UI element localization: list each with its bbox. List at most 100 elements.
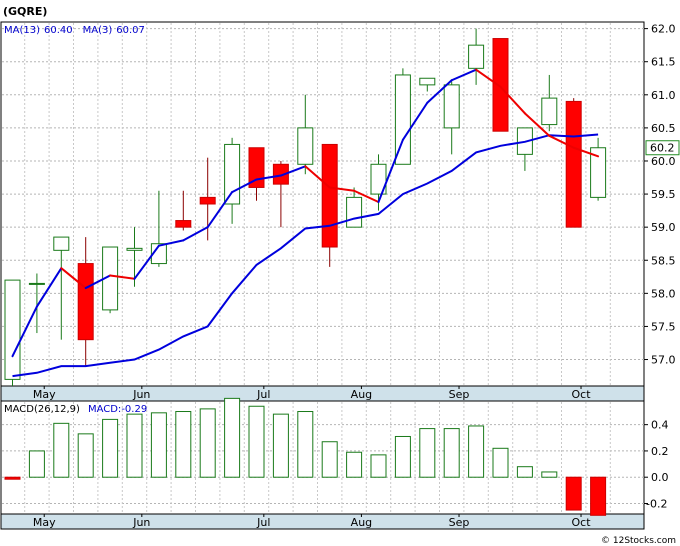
price-y-tick-label: 57.5 [651, 320, 676, 333]
candle-body [297, 127, 314, 165]
macd-bar [297, 411, 314, 478]
price-x-tick-label: Jun [132, 388, 150, 401]
macd-y-tick-label: -0.2 [646, 497, 667, 510]
candle-body [150, 243, 167, 265]
candle [565, 98, 582, 228]
last-price-label: 60.2 [650, 142, 675, 155]
price-x-axis: May Jun Jul Aug Sep Oct [33, 386, 591, 401]
macd-bar [541, 471, 558, 478]
macd-bar [102, 418, 119, 478]
candle [492, 38, 509, 132]
price-y-tick-label: 58.5 [651, 254, 676, 267]
macd-bar [443, 428, 460, 478]
price-y-axis: 57.0 57.5 58.0 58.5 59.0 59.5 60.0 60.5 61.0 61.5… [644, 23, 676, 367]
macd-x-axis: May Jun Jul Aug Sep Oct [33, 514, 591, 529]
price-x-tick-label: Oct [572, 388, 592, 401]
candle [321, 143, 338, 267]
ma3-segment [157, 239, 185, 247]
macd-bar [272, 413, 289, 478]
candle-body [468, 44, 485, 69]
macd-bar [126, 413, 143, 478]
price-y-tick-label: 61.5 [651, 56, 676, 69]
ma3-segment [572, 146, 600, 158]
ma3-segment [60, 267, 87, 290]
ma3-segment [109, 274, 136, 280]
candle-body [4, 279, 21, 380]
candle [272, 160, 289, 228]
candle-body [443, 84, 460, 129]
macd-bar [321, 441, 338, 478]
macd-label: MACD: [88, 404, 121, 415]
candle [102, 246, 119, 314]
ma3-segment [35, 267, 63, 308]
ma3-segment [353, 189, 380, 204]
candle-body [565, 100, 582, 228]
macd-bar [28, 450, 45, 478]
macd-bar [53, 422, 70, 478]
ma13-value: 60.40 [44, 25, 73, 36]
ma3-value: 60.07 [116, 25, 145, 36]
ma13-label: MA(13) [4, 25, 40, 36]
macd-bar [370, 454, 387, 478]
candle-body [28, 282, 45, 285]
watermark: © 12Stocks.com [601, 536, 676, 546]
candle-body [77, 263, 94, 341]
macd-bar [468, 425, 485, 478]
candle [468, 28, 485, 85]
ma3-segment [499, 85, 526, 115]
macd-y-axis: 0.4 0.2 0.0 -0.2 [644, 419, 669, 510]
macd-bar [516, 466, 533, 478]
candle [419, 77, 436, 92]
ma3-segment [450, 68, 478, 82]
macd-x-tick-label: Oct [572, 516, 592, 529]
macd-x-tick-label: Sep [449, 516, 470, 529]
macd-bar [248, 405, 265, 478]
candle-body [248, 147, 265, 188]
price-x-tick-label: Aug [351, 388, 372, 401]
candle [126, 227, 143, 287]
macd-x-tick-label: Jun [132, 516, 150, 529]
candle-body [53, 236, 70, 251]
candle [175, 190, 192, 231]
price-x-tick-label: May [33, 388, 56, 401]
macd-date-axis [0, 513, 645, 530]
candle [248, 147, 265, 201]
macd-bar [394, 435, 411, 478]
ma3-segment [182, 226, 209, 242]
candle-body [394, 74, 411, 165]
ma3-segment [523, 112, 551, 137]
moving-average-lines [11, 68, 600, 378]
macd-x-tick-label: Jul [256, 516, 270, 529]
candle [297, 94, 314, 175]
candle-body [175, 220, 192, 228]
price-y-tick-label: 59.0 [651, 221, 676, 234]
candle-body [419, 77, 436, 86]
price-legend: MA(13) 60.40 MA(3) 60.07 [4, 25, 145, 36]
candle [541, 74, 558, 132]
candle [4, 279, 21, 386]
ma3-segment [401, 101, 429, 141]
candle [77, 237, 94, 367]
ma3-segment [133, 244, 160, 280]
macd-bar [224, 397, 241, 478]
price-y-tick-label: 57.0 [651, 354, 676, 367]
ma3-segment [426, 79, 453, 104]
macd-bar [199, 408, 216, 478]
candle [394, 68, 411, 165]
ma3-segment [548, 134, 575, 149]
ma3-segment [206, 191, 234, 229]
candle-body [126, 247, 143, 251]
candle-body [370, 163, 387, 195]
price-y-tick-label: 62.0 [651, 23, 676, 36]
candle-body [321, 143, 338, 248]
ma3-label: MA(3) [83, 25, 113, 36]
ma3-segment [328, 186, 356, 192]
ma3-segment [304, 165, 331, 189]
candle-body [346, 196, 363, 228]
macd-title: MACD(26,12,9) [4, 404, 80, 415]
macd-bar [4, 476, 21, 480]
macd-y-tick-label: 0.4 [651, 419, 669, 432]
macd-x-tick-label: May [33, 516, 56, 529]
last-price-marker: 60.2 [645, 140, 680, 156]
